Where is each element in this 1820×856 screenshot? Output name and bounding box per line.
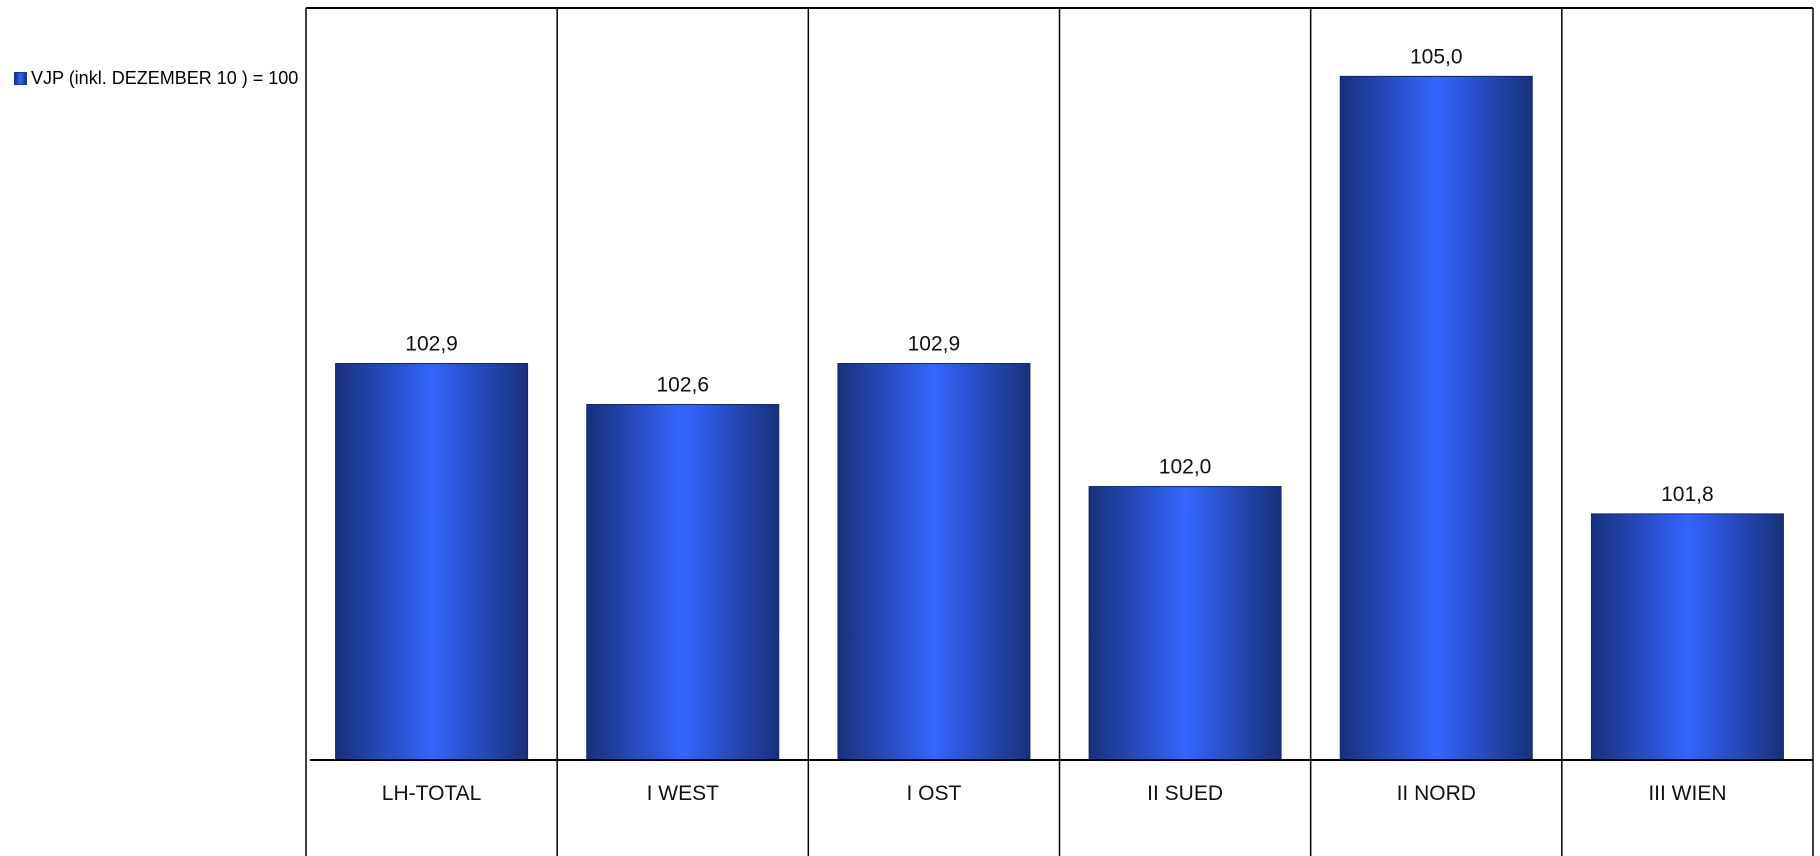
bar-i-west (586, 404, 780, 761)
bar-ii-sued (1088, 486, 1282, 761)
chart-legend: VJP (inkl. DEZEMBER 10 ) = 100 (14, 68, 298, 89)
x-tick-label: I OST (906, 782, 961, 805)
x-tick-label: III WIEN (1648, 782, 1726, 805)
bar-iii-wien (1590, 513, 1784, 761)
legend-label: VJP (inkl. DEZEMBER 10 ) = 100 (31, 68, 299, 88)
x-tick-label: II NORD (1397, 782, 1476, 805)
legend-swatch (14, 72, 27, 85)
x-tick-label: I WEST (647, 782, 720, 805)
bar-ii-nord (1339, 75, 1533, 761)
data-label: 102,9 (908, 332, 961, 355)
x-tick-label: LH-TOTAL (382, 782, 482, 805)
data-label: 102,0 (1159, 456, 1212, 479)
data-label: 101,8 (1661, 483, 1714, 506)
data-label: 102,6 (656, 374, 709, 397)
bar-i-ost (837, 362, 1031, 761)
x-tick-label: II SUED (1147, 782, 1223, 805)
data-label: 105,0 (1410, 45, 1463, 68)
bar-lh-total (335, 362, 529, 761)
data-label: 102,9 (405, 332, 458, 355)
